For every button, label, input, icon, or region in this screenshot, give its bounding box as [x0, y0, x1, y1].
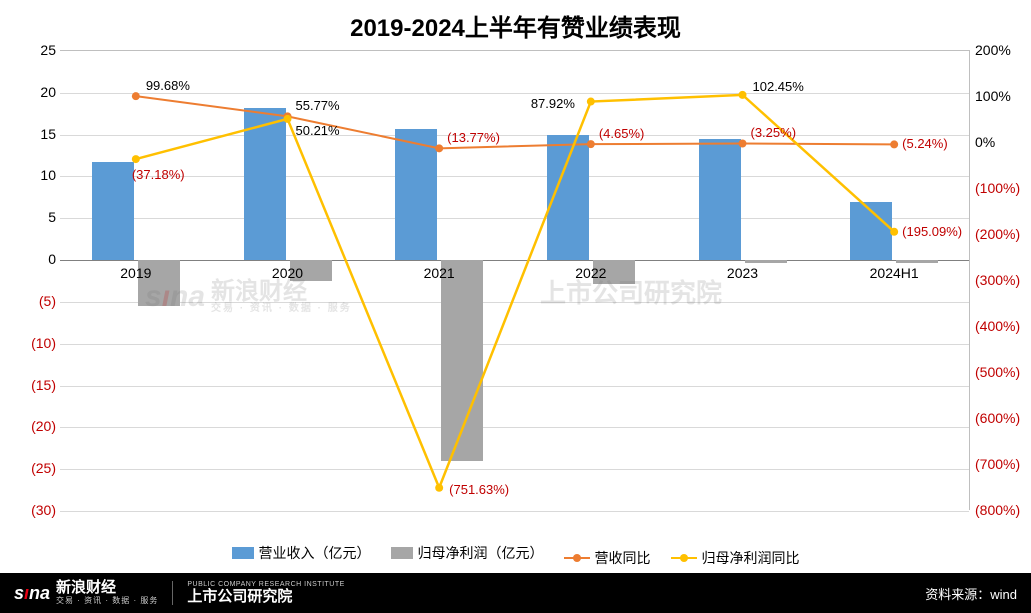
y-left-tick: (25) — [8, 460, 56, 476]
x-tick: 2019 — [120, 265, 151, 281]
x-tick: 2023 — [727, 265, 758, 281]
x-tick: 2020 — [272, 265, 303, 281]
institute-cn: 上市公司研究院 — [187, 589, 344, 606]
sina-brand: sına 新浪财经 交易 · 资讯 · 数据 · 服务 — [14, 580, 158, 605]
y-left-tick: 15 — [8, 126, 56, 142]
y-right-tick: 100% — [975, 88, 1011, 104]
series-data-label: (3.25%) — [751, 125, 797, 140]
y-right-tick: (400%) — [975, 318, 1020, 334]
legend-label: 营收同比 — [595, 548, 651, 568]
series-data-label: (4.65%) — [599, 126, 645, 141]
y-right-tick: (800%) — [975, 502, 1020, 518]
bar — [699, 139, 741, 260]
institute-brand: PUBLIC COMPANY RESEARCH INSTITUTE 上市公司研究… — [187, 581, 344, 605]
legend: 营业收入（亿元） 归母净利润（亿元） 营收同比 归母净利润同比 — [0, 543, 1031, 568]
footer-source: 资料来源：wind — [925, 584, 1017, 603]
y-right-tick: 200% — [975, 42, 1011, 58]
series-data-label: 55.77% — [296, 98, 340, 113]
chart-title: 2019-2024上半年有赞业绩表现 — [0, 0, 1031, 43]
y-left-tick: (15) — [8, 377, 56, 393]
x-tick: 2024H1 — [870, 265, 919, 281]
sina-logo-icon: sına — [14, 584, 50, 602]
y-left-tick: (10) — [8, 335, 56, 351]
bar — [896, 260, 938, 263]
y-right-tick: (600%) — [975, 410, 1020, 426]
y-left-tick: (20) — [8, 418, 56, 434]
legend-item: 营业收入（亿元） — [232, 543, 371, 563]
series-data-label: 50.21% — [296, 123, 340, 138]
bar — [745, 260, 787, 263]
y-left-tick: 10 — [8, 167, 56, 183]
bar — [441, 260, 483, 461]
legend-item: 归母净利润（亿元） — [391, 543, 544, 563]
source-label: 资料来源： — [925, 587, 990, 602]
footer-brands: sına 新浪财经 交易 · 资讯 · 数据 · 服务 PUBLIC COMPA… — [14, 580, 345, 605]
sina-brand-cn: 新浪财经 — [56, 580, 158, 597]
bar — [850, 202, 892, 260]
sina-brand-sub: 交易 · 资讯 · 数据 · 服务 — [56, 597, 158, 606]
series-data-label: 87.92% — [531, 96, 575, 111]
y-left-tick: 0 — [8, 251, 56, 267]
series-data-label: (195.09%) — [902, 224, 962, 239]
bar — [547, 135, 589, 260]
y-right-tick: (100%) — [975, 180, 1020, 196]
legend-label: 营业收入（亿元） — [259, 543, 371, 563]
plot-area — [60, 50, 970, 510]
y-right-tick: (300%) — [975, 272, 1020, 288]
legend-swatch — [232, 547, 254, 559]
legend-swatch — [671, 557, 697, 559]
y-left-tick: (30) — [8, 502, 56, 518]
footer-divider — [172, 581, 173, 605]
legend-swatch — [391, 547, 413, 559]
y-right-tick: (700%) — [975, 456, 1020, 472]
y-left-tick: 5 — [8, 209, 56, 225]
legend-label: 归母净利润同比 — [702, 548, 800, 568]
footer-bar: sına 新浪财经 交易 · 资讯 · 数据 · 服务 PUBLIC COMPA… — [0, 573, 1031, 613]
legend-item: 营收同比 — [564, 548, 651, 568]
bar — [92, 162, 134, 260]
series-data-label: 102.45% — [753, 79, 804, 94]
legend-item: 归母净利润同比 — [671, 548, 800, 568]
y-left-tick: 20 — [8, 84, 56, 100]
bar — [244, 108, 286, 260]
y-right-tick: (200%) — [975, 226, 1020, 242]
series-data-label: (5.24%) — [902, 136, 948, 151]
source-value: wind — [990, 587, 1017, 602]
y-right-tick: 0% — [975, 134, 995, 150]
bar — [395, 129, 437, 260]
series-data-label: (751.63%) — [449, 482, 509, 497]
y-right-tick: (500%) — [975, 364, 1020, 380]
x-tick: 2022 — [575, 265, 606, 281]
series-data-label: (37.18%) — [132, 167, 185, 182]
legend-label: 归母净利润（亿元） — [418, 543, 544, 563]
series-data-label: (13.77%) — [447, 130, 500, 145]
series-data-label: 99.68% — [146, 78, 190, 93]
legend-swatch — [564, 557, 590, 559]
x-tick: 2021 — [424, 265, 455, 281]
y-left-tick: 25 — [8, 42, 56, 58]
y-left-tick: (5) — [8, 293, 56, 309]
